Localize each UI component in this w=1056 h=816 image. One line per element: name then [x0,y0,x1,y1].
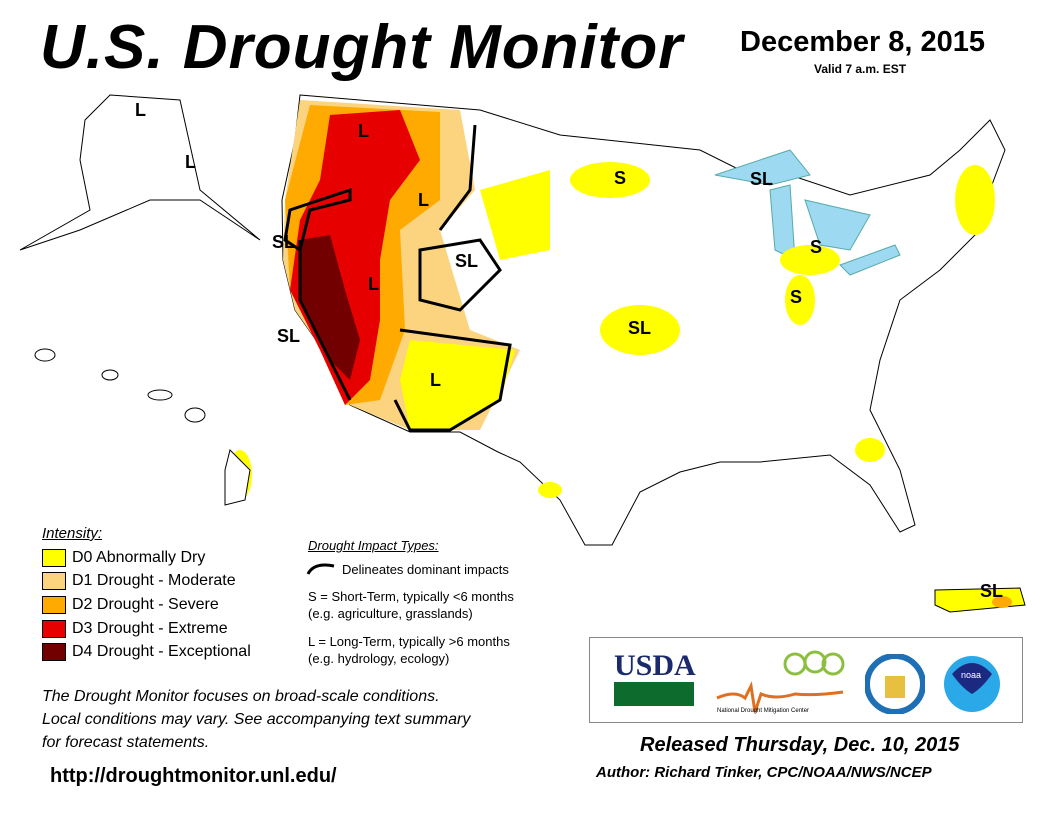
alaska [19,94,261,251]
valid-time: Valid 7 a.m. EST [814,62,907,76]
legend-d2: D2 Drought - Severe [42,596,219,614]
label-nd: S [614,168,626,188]
swatch-d4 [42,643,66,661]
impact-long-eg: (e.g. hydrology, ecology) [308,651,450,666]
impact-line-icon [306,563,335,575]
usda-logo: USDA [614,649,696,706]
hawaii [34,348,251,506]
legend-d1: D1 Drought - Moderate [42,572,236,590]
label-pr: SL [980,581,1003,601]
author: Author: Richard Tinker, CPC/NOAA/NWS/NCE… [596,764,932,781]
release-date: Released Thursday, Dec. 10, 2015 [640,734,960,756]
impact-long: L = Long-Term, typically >6 months [308,634,510,649]
great-lakes [714,149,901,276]
swatch-d3 [42,620,66,638]
legend-label: D0 Abnormally Dry [72,549,206,566]
label-in: S [790,287,802,307]
footer-note: The Drought Monitor focuses on broad-sca… [42,685,470,754]
label-ut: SL [455,251,478,271]
note-line: Local conditions may vary. See accompany… [42,711,471,728]
label-id: L [418,190,429,210]
label-az: L [430,370,441,390]
usda-text: USDA [614,649,696,682]
label-mi-s: S [810,237,822,257]
label-ca-n: SL [272,232,295,252]
label-ak-2: L [185,152,196,172]
legend-d3: D3 Drought - Extreme [42,620,228,638]
swatch-d2 [42,596,66,614]
website-link[interactable]: http://droughtmonitor.unl.edu/ [50,765,337,787]
ndmc-logo: National Drought Mitigation Center [716,650,845,714]
map-impact-labels: L L L SL SL L SL L S SL S S SL SL L [135,100,1003,601]
label-ca-s: SL [277,326,300,346]
map-date: December 8, 2015 [740,26,986,58]
impact-short: S = Short-Term, typically <6 months [308,589,514,604]
label-wa: L [358,121,369,141]
drought-d0 [130,98,995,500]
label-ks: SL [628,318,651,338]
label-nv: L [368,274,379,294]
legend-label: D3 Drought - Extreme [72,620,228,637]
drought-d4 [300,235,360,380]
legend-heading: Intensity: [42,525,103,542]
svg-text:noaa: noaa [961,670,981,680]
swatch-d1 [42,572,66,590]
partner-logos: USDA National Drought Mitigation Center … [589,637,1023,723]
impact-short-eg: (e.g. agriculture, grasslands) [308,606,473,621]
page-title: U.S. Drought Monitor [40,13,684,82]
noaa-logo-icon: noaa [944,656,1000,712]
swatch-d0 [42,549,66,567]
legend-d0: D0 Abnormally Dry [42,549,205,567]
impact-line-label: Delineates dominant impacts [342,562,509,577]
puerto-rico [934,587,1026,613]
legend-label: D1 Drought - Moderate [72,572,236,589]
label-ak-1: L [135,100,146,120]
impact-boundaries [283,124,512,432]
legend-label: D4 Drought - Exceptional [72,643,251,660]
legend-d4: D4 Drought - Exceptional [42,643,251,661]
impact-heading: Drought Impact Types: [308,538,439,553]
note-line: The Drought Monitor focuses on broad-sca… [42,688,440,705]
commerce-seal-icon [865,654,925,714]
label-mi-n: SL [750,169,773,189]
note-line: for forecast statements. [42,734,210,751]
svg-text:National Drought Mitigation Ce: National Drought Mitigation Center [717,708,809,714]
legend-label: D2 Drought - Severe [72,596,219,613]
